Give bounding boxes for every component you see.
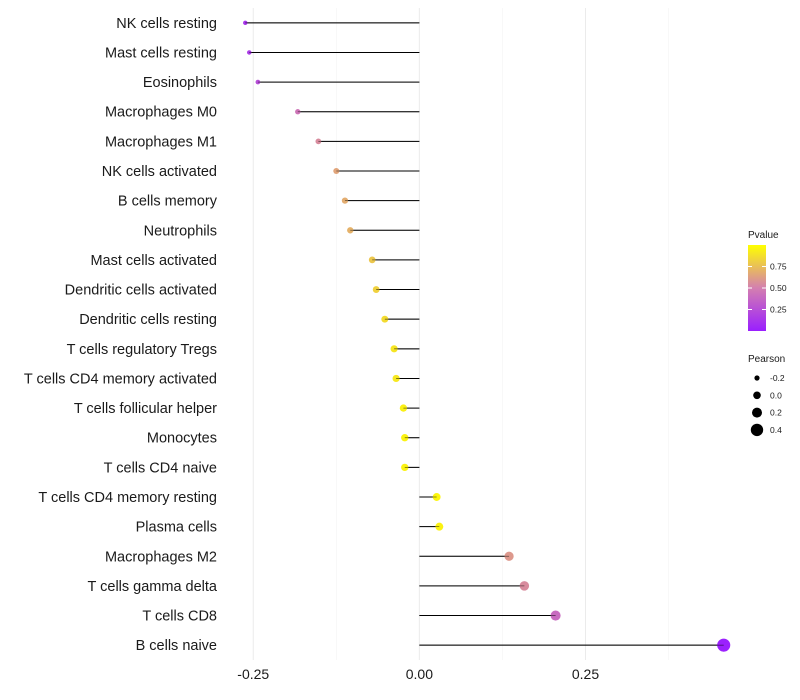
stem-layer — [245, 22, 724, 646]
pearson-legend-label: -0.2 — [770, 373, 785, 383]
category-label: T cells CD4 naive — [104, 460, 217, 476]
pvalue-legend-title: Pvalue — [748, 230, 779, 241]
pvalue-legend-label: 0.50 — [770, 283, 787, 293]
category-label: Monocytes — [147, 431, 217, 447]
pearson-legend-dot — [754, 375, 760, 381]
category-label: T cells CD8 — [142, 609, 217, 625]
dot-layer — [243, 20, 731, 652]
category-label: T cells CD4 memory resting — [38, 490, 217, 506]
pearson-legend-dot — [752, 407, 762, 418]
pearson-legend-dot — [750, 423, 764, 437]
category-labels: NK cells resting Mast cells resting Eosino… — [24, 16, 218, 654]
x-axis: -0.25 0.00 0.25 — [237, 666, 599, 682]
category-label: Dendritic cells activated — [65, 283, 217, 299]
lollipop-dot — [504, 551, 514, 561]
x-tick-label: 0.25 — [572, 666, 599, 682]
legend: Pvalue Pearson 0.75 0.50 0.25 -0.2 0.0 0.2 0.4 — [748, 230, 787, 437]
pearson-legend-dot — [753, 391, 761, 400]
category-label: NK cells activated — [102, 164, 217, 180]
category-label: T cells CD4 memory activated — [24, 371, 217, 387]
pvalue-legend-label: 0.75 — [770, 262, 787, 272]
category-label: T cells gamma delta — [88, 579, 218, 595]
category-label: Neutrophils — [144, 223, 217, 239]
pvalue-colorbar — [748, 245, 766, 331]
category-label: Macrophages M2 — [105, 549, 217, 565]
pvalue-legend-label: 0.25 — [770, 305, 787, 315]
category-label: Mast cells resting — [105, 45, 217, 61]
pearson-legend-label: 0.2 — [770, 408, 782, 418]
pearson-legend-label: 0.0 — [770, 390, 782, 400]
category-label: Eosinophils — [143, 75, 217, 91]
lollipop-dot — [717, 638, 731, 652]
category-label: Macrophages M1 — [105, 134, 217, 150]
category-label: NK cells resting — [116, 16, 217, 32]
x-tick-label: 0.00 — [406, 666, 433, 682]
category-label: Macrophages M0 — [105, 105, 217, 121]
pearson-legend-label: 0.4 — [770, 425, 782, 435]
category-label: B cells naive — [136, 638, 217, 654]
category-label: B cells memory — [118, 194, 218, 210]
grid-layer — [252, 8, 669, 660]
category-label: T cells follicular helper — [74, 401, 217, 417]
category-label: Plasma cells — [136, 520, 217, 536]
category-label: Dendritic cells resting — [79, 312, 217, 328]
x-tick-label: -0.25 — [237, 666, 269, 682]
pearson-legend-title: Pearson — [748, 354, 785, 365]
category-label: Mast cells activated — [90, 253, 217, 269]
category-label: T cells regulatory Tregs — [67, 342, 217, 358]
